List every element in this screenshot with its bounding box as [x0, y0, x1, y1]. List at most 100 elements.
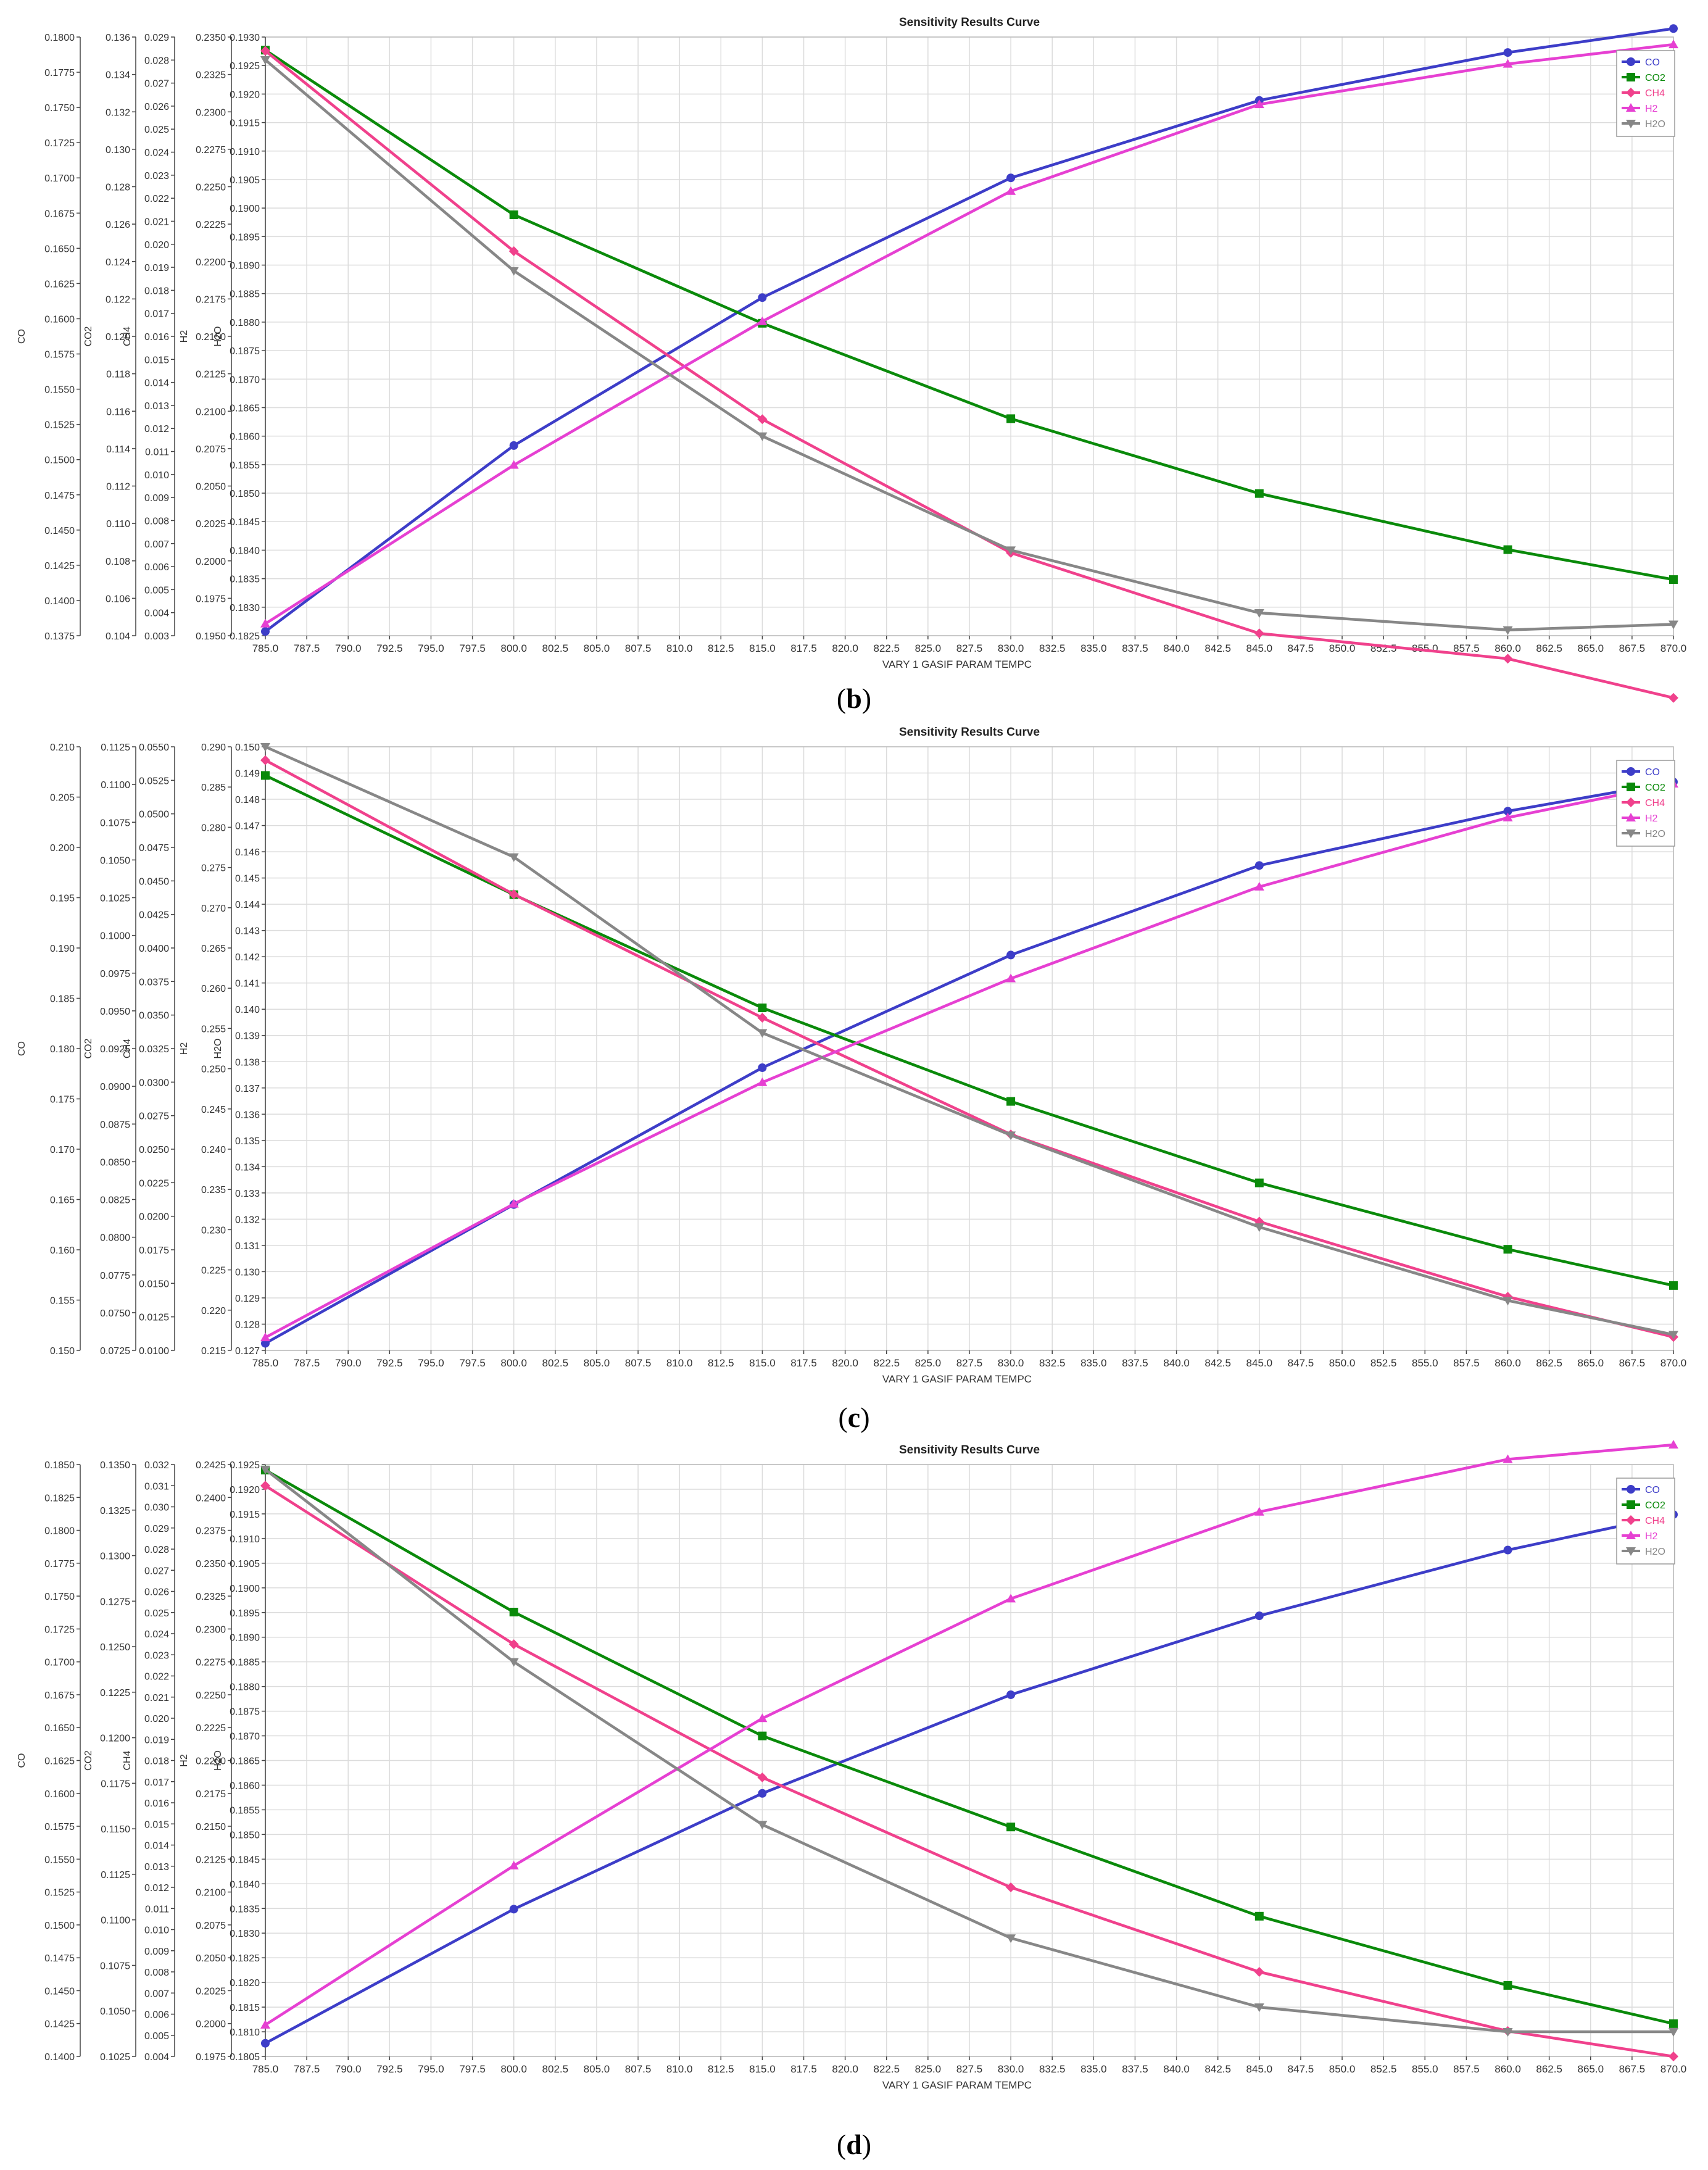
y-tick-label: 0.0325	[139, 1044, 169, 1055]
data-point	[757, 1029, 768, 1038]
data-point	[1503, 545, 1512, 554]
x-tick-label: 792.5	[376, 2063, 403, 2075]
y-tick-label: 0.1200	[100, 1734, 130, 1744]
y-axis-label: H2O	[213, 326, 223, 347]
data-point	[1669, 24, 1678, 33]
y-axis-label: CO2	[83, 326, 94, 346]
data-point	[1254, 2003, 1264, 2013]
x-tick-label: 810.0	[666, 2063, 693, 2075]
x-axis: 785.0 787.5 790.0 792.5 795.0 797.5 800.0 802.5…	[252, 2056, 1686, 2075]
x-tick-label: 865.0	[1577, 2063, 1604, 2075]
y-tick-label: 0.139	[235, 1031, 260, 1042]
legend-marker	[1626, 103, 1636, 112]
x-tick-label: 802.5	[542, 2063, 569, 2075]
data-point	[260, 56, 270, 65]
y-axis-h2: 0.2425 0.2400 0.2375 0.2350 0.2325 0.2300 0.22…	[179, 1460, 232, 2063]
y-tick-label: 0.1350	[100, 1460, 130, 1471]
x-tick-label: 827.5	[956, 1357, 983, 1369]
legend-label: CO2	[1645, 1500, 1665, 1511]
data-point	[1254, 1178, 1264, 1187]
x-tick-label: 830.0	[998, 2063, 1024, 2075]
x-tick-label: 810.0	[666, 642, 693, 654]
x-tick-label: 817.5	[790, 2063, 817, 2075]
y-tick-label: 0.017	[144, 309, 169, 320]
y-tick-label: 0.028	[144, 1545, 169, 1555]
y-tick-label: 0.1500	[44, 455, 75, 466]
data-point	[1503, 48, 1512, 57]
y-axis-co: 0.210 0.205 0.200 0.195 0.190 0.185 0.180 0.175…	[17, 742, 81, 1357]
series-h2	[260, 778, 1678, 1342]
x-tick-label: 867.5	[1619, 2063, 1646, 2075]
y-tick-label: 0.1125	[101, 1870, 130, 1881]
y-axis-h2o: 0.1925 0.1920 0.1915 0.1910 0.1905 0.1900 0.18…	[213, 1460, 266, 2063]
y-axis-label: CH4	[122, 1039, 133, 1058]
y-tick-label: 0.1100	[101, 780, 130, 791]
data-point	[508, 1199, 519, 1208]
x-tick-label: 837.5	[1122, 2063, 1148, 2075]
caption-b: (b)	[836, 683, 872, 714]
y-tick-label: 0.2225	[196, 1723, 226, 1734]
x-tick-label: 802.5	[542, 1357, 569, 1369]
y-tick-label: 0.022	[144, 194, 169, 204]
chart-panel-b: Sensitivity Results Curve 785.0 787.5 790.0…	[0, 0, 1708, 719]
y-tick-label: 0.1450	[44, 526, 75, 536]
data-point	[1669, 692, 1678, 703]
y-tick-label: 0.1150	[101, 1824, 130, 1835]
y-tick-label: 0.030	[144, 1503, 169, 1513]
y-tick-label: 0.0200	[139, 1212, 169, 1223]
data-point	[1006, 1097, 1016, 1106]
data-point	[1006, 1882, 1016, 1892]
data-point	[1503, 1981, 1512, 1990]
y-tick-label: 0.0975	[100, 969, 130, 979]
y-tick-label: 0.0100	[139, 1346, 169, 1357]
y-tick-label: 0.029	[144, 33, 169, 43]
data-point	[1254, 1611, 1264, 1621]
y-tick-label: 0.013	[144, 1862, 169, 1873]
x-tick-label: 855.0	[1412, 2063, 1438, 2075]
legend-marker	[1627, 767, 1635, 776]
x-tick-label: 835.0	[1080, 2063, 1107, 2075]
y-tick-label: 0.0525	[139, 776, 169, 786]
data-point	[1254, 1223, 1264, 1233]
data-point	[1254, 609, 1264, 618]
x-tick-label: 860.0	[1494, 2063, 1521, 2075]
y-tick-label: 0.1895	[230, 1608, 260, 1619]
y-tick-label: 0.250	[201, 1065, 226, 1075]
data-point	[1254, 628, 1264, 639]
y-tick-label: 0.013	[144, 401, 169, 412]
x-tick-label: 820.0	[832, 642, 858, 654]
data-point	[1006, 1690, 1016, 1699]
y-axis-label: CH4	[122, 326, 133, 346]
y-tick-label: 0.2350	[196, 1559, 226, 1569]
x-tick-label: 812.5	[708, 1357, 734, 1369]
x-tick-label: 815.0	[749, 1357, 776, 1369]
y-tick-label: 0.1830	[230, 1929, 260, 1939]
legend-label: CH4	[1645, 1516, 1665, 1526]
y-tick-label: 0.118	[106, 370, 130, 380]
data-point	[1006, 414, 1016, 423]
x-tick-label: 850.0	[1329, 1357, 1356, 1369]
x-tick-label: 857.5	[1453, 642, 1480, 654]
y-tick-label: 0.1805	[230, 2052, 260, 2063]
y-axis-label: H2	[179, 1754, 189, 1767]
gridlines	[265, 36, 1674, 636]
x-tick-label: 825.0	[915, 1357, 942, 1369]
y-tick-label: 0.1885	[230, 1658, 260, 1668]
x-tick-label: 867.5	[1619, 1357, 1646, 1369]
y-tick-label: 0.2175	[196, 1789, 226, 1800]
y-tick-label: 0.195	[50, 894, 75, 904]
y-tick-label: 0.1725	[44, 1624, 75, 1635]
y-tick-label: 0.1500	[44, 1921, 75, 1931]
data-point	[508, 1860, 519, 1869]
y-tick-label: 0.2000	[196, 2019, 226, 2030]
y-axis-ch4: 0.029 0.028 0.027 0.026 0.025 0.024 0.023 0.022…	[122, 33, 175, 642]
y-tick-label: 0.2025	[196, 519, 226, 530]
y-tick-label: 0.1750	[44, 1592, 75, 1602]
legend-marker	[1627, 1485, 1635, 1494]
data-point	[1254, 861, 1264, 870]
y-tick-label: 0.108	[106, 557, 130, 567]
data-point	[1006, 973, 1016, 983]
x-tick-label: 820.0	[832, 2063, 858, 2075]
y-tick-label: 0.1930	[230, 33, 260, 43]
data-point	[1006, 186, 1016, 195]
